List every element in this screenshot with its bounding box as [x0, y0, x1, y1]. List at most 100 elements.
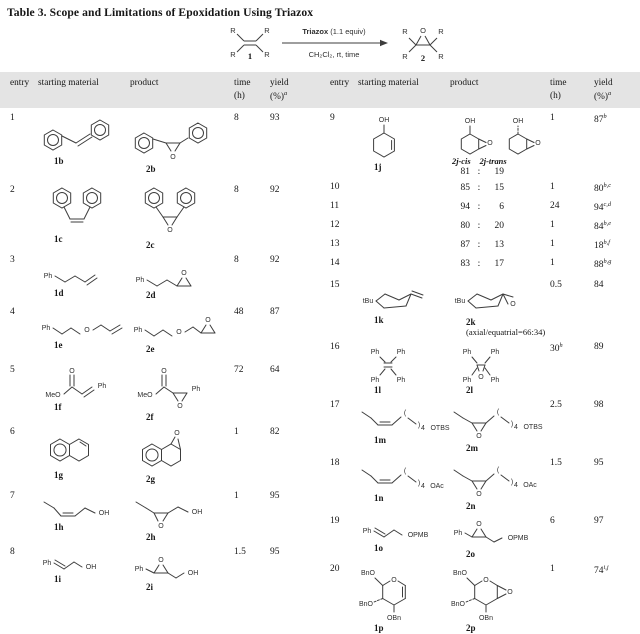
conditions-label: CH₂Cl₂, rt, time	[309, 50, 360, 59]
product-cell: 94: 6	[450, 201, 550, 212]
svg-text:OH: OH	[379, 117, 390, 124]
structure-2o-icon: Ph O OPMB	[454, 521, 529, 543]
svg-text:O: O	[69, 368, 75, 375]
compound-label: 1g	[54, 470, 63, 481]
structure-2jcis-icon: OH O	[460, 118, 493, 155]
table-row: 15 tBu 1k tBu O 2k (axial/equatrial=66:34) 0.5…	[320, 275, 640, 337]
svg-text:Ph: Ph	[134, 327, 143, 334]
entry-cell: 18	[330, 458, 340, 469]
svg-text:Ph: Ph	[397, 377, 406, 384]
structure-2l-icon: Ph Ph Ph Ph O	[463, 349, 500, 384]
entry-cell: 11	[330, 201, 340, 212]
product-cell: Ph Ph Ph Ph O 2l	[450, 342, 550, 395]
table-header: entry starting material product time (h) yiel…	[0, 72, 640, 109]
column-header-label: product	[130, 78, 159, 88]
structure-1f-icon: MeO O Ph	[45, 368, 107, 399]
ratio-colon: :	[477, 183, 481, 194]
epoxide-o-label: O	[420, 26, 426, 35]
compound-label: 1l	[374, 385, 382, 396]
svg-text:OPMB: OPMB	[408, 532, 429, 539]
structure-1g-icon	[50, 438, 89, 462]
structure-1b-icon	[43, 119, 110, 151]
starting-material-cell: Ph OH 1i	[34, 547, 130, 584]
svg-text:(: (	[497, 409, 500, 416]
svg-text:O: O	[476, 433, 482, 440]
column-header: starting material	[34, 77, 130, 104]
svg-text:(: (	[497, 467, 500, 474]
table-row: 7 OH 1h O OH 2h 1 95	[0, 486, 320, 542]
entry-cell: 2	[10, 185, 15, 196]
svg-text:O: O	[483, 577, 489, 584]
svg-text:(: (	[404, 468, 407, 475]
entry-cell: 9	[330, 113, 335, 124]
product-cell: tBu O 2k (axial/equatrial=66:34)	[450, 280, 550, 337]
scheme-label: R	[264, 26, 270, 35]
time-cell: 6	[550, 516, 555, 527]
table-row: 8 Ph OH 1i Ph O OH 2i 1.5 95	[0, 542, 320, 592]
compound-label: 2e	[146, 344, 155, 355]
svg-text:BnO: BnO	[359, 601, 374, 608]
product-cell: O 2c	[130, 185, 234, 250]
svg-text:Ph: Ph	[192, 386, 201, 393]
ratio-colon: :	[477, 221, 481, 232]
yield-cell: 94c,d	[594, 201, 612, 214]
starting-material-cell: Ph 1d	[34, 255, 130, 298]
structure-2p-icon: O O BnO BnO OBn	[451, 570, 513, 622]
compound-label: 2c	[146, 240, 155, 251]
svg-text:OBn: OBn	[479, 615, 493, 622]
svg-text:OBn: OBn	[387, 615, 401, 622]
structure-2g-icon: O	[142, 430, 181, 467]
yield-cell: 92	[270, 185, 280, 196]
entry-cell: 10	[330, 182, 340, 193]
starting-material-cell: MeO O Ph 1f	[34, 365, 130, 412]
svg-text:Ph: Ph	[98, 383, 107, 390]
svg-text:OAc: OAc	[523, 482, 537, 489]
svg-text:4: 4	[514, 482, 518, 489]
product-caption: (axial/equatrial=66:34)	[466, 327, 546, 338]
structure-1c-icon	[52, 187, 102, 223]
svg-text:): )	[418, 422, 420, 429]
product-ratio: 81: 19	[450, 167, 550, 177]
svg-text:Ph: Ph	[397, 349, 406, 356]
column-header-label: entry	[330, 78, 350, 88]
column-header: time (h)	[550, 77, 594, 104]
column-header-unit: (h)	[550, 91, 561, 102]
compound-label: 2n	[466, 501, 476, 512]
product-number: 2	[421, 53, 425, 63]
structure-2jtrans-icon: OH O	[508, 118, 541, 155]
product-ratio: 85: 15	[450, 183, 550, 193]
column-header: yield (%)a	[594, 77, 640, 104]
table-row: 11 94: 6 24 94c,d	[320, 199, 640, 218]
compound-label: 2d	[146, 290, 156, 301]
starting-material-cell: OH 1j	[354, 113, 450, 172]
entry-cell: 4	[10, 307, 15, 318]
scheme-label: R	[230, 50, 236, 59]
column-header-label: starting material	[38, 78, 99, 88]
compound-label: 2i	[146, 582, 154, 593]
time-cell: 0.5	[550, 280, 562, 291]
product-cell: O O BnO BnO OBn 2p	[450, 564, 550, 633]
svg-text:Ph: Ph	[371, 349, 380, 356]
yield-cell: 84	[594, 280, 604, 291]
structure-2c-icon: O	[144, 187, 196, 234]
svg-text:O: O	[167, 227, 173, 234]
product-cell: O () 4 OTBS 2m	[450, 400, 550, 453]
structure-1k-icon: tBu	[363, 290, 424, 309]
ratio-major: 83	[460, 259, 471, 270]
ratio-minor: 20	[494, 221, 505, 232]
svg-text:OTBS: OTBS	[430, 425, 449, 432]
table-row: 14 83: 17 1 88b,g	[320, 256, 640, 275]
svg-text:4: 4	[421, 425, 425, 432]
structure-2f-icon: MeO O O Ph	[137, 368, 201, 410]
svg-text:OH: OH	[99, 510, 110, 517]
table-title: Table 3. Scope and Limitations of Epoxid…	[7, 6, 314, 19]
structure-2d-icon: Ph O	[136, 270, 192, 287]
table-row: 12 80: 20 1 84b,e	[320, 218, 640, 237]
svg-text:Ph: Ph	[42, 325, 51, 332]
compound-label: 1b	[54, 156, 64, 167]
product-ratio: 94: 6	[450, 202, 550, 212]
yield-cell: 18b,f	[594, 239, 610, 252]
entry-cell: 8	[10, 547, 15, 558]
column-header-unit: (%)a	[594, 90, 612, 103]
time-cell: 1.5	[550, 458, 562, 469]
